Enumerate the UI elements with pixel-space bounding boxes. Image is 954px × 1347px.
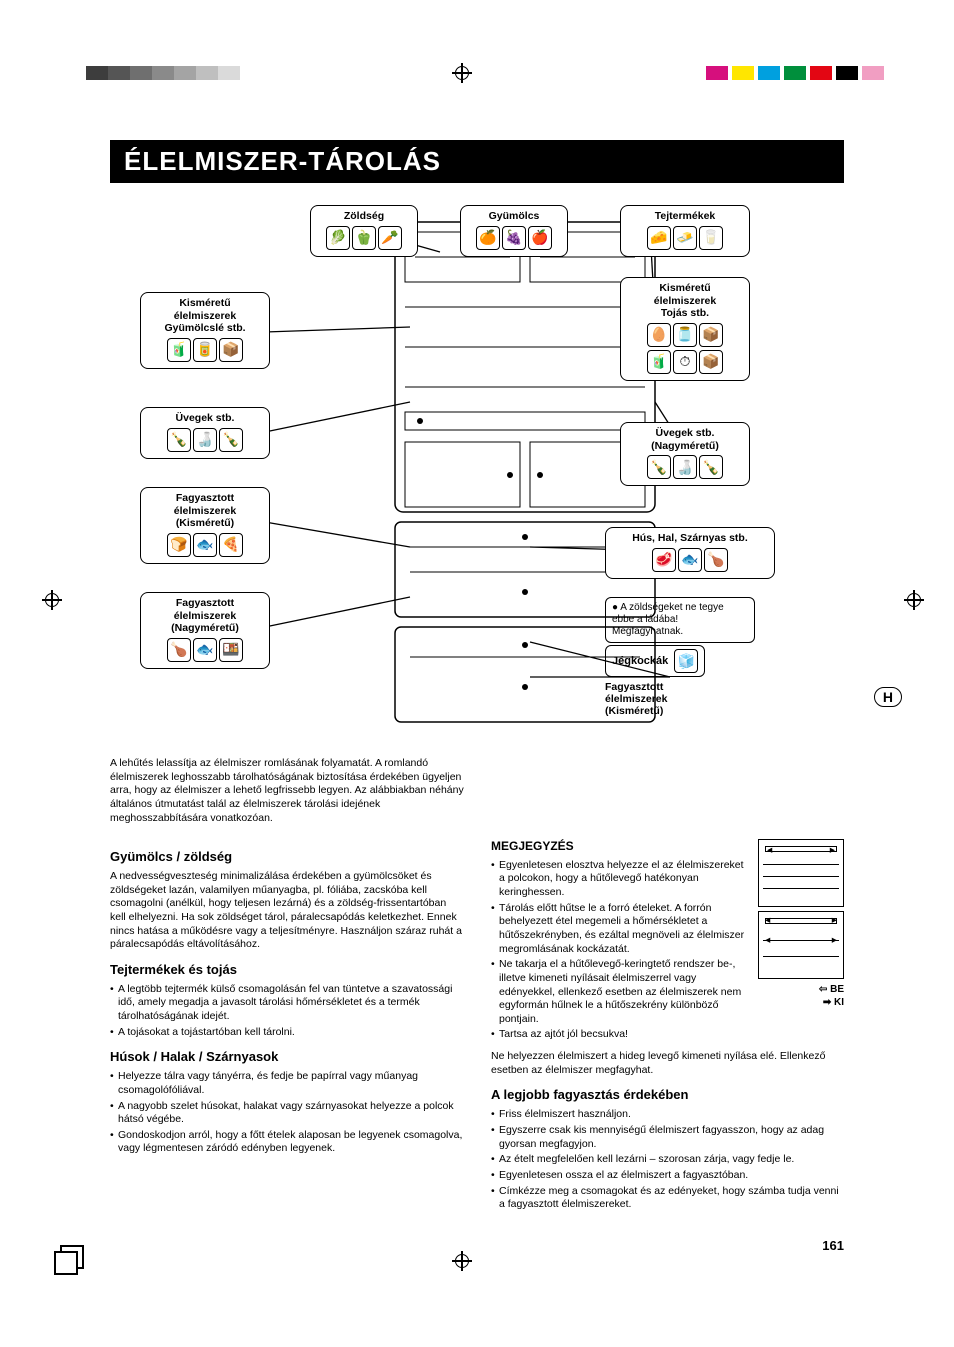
list-item: Helyezze tálra vagy tányérra, és fedje b…: [110, 1070, 463, 1097]
callout-gyumolcs: Gyümölcs 🍊🍇🍎: [460, 205, 568, 257]
grape-icon: 🍇: [502, 226, 526, 250]
list-item: Címkézze meg a csomagokat és az edényeke…: [491, 1185, 844, 1212]
callout-ice: Jégkockák 🧊 Fagyasztott élelmiszerek (Ki…: [605, 645, 805, 717]
jar-icon: 🫙: [673, 323, 697, 347]
ice-icon: 🧊: [674, 649, 698, 673]
callout-label: Tejtermékek: [629, 210, 741, 223]
callout-bottles-left: Üvegek stb. 🍾🍶🍾: [140, 407, 270, 459]
callout-small-right: Kisméretű élelmiszerek Tojás stb. 🥚🫙📦 🧃⏱…: [620, 277, 750, 381]
list-item: Ne takarja el a hűtőlevegő-keringtető re…: [491, 958, 844, 1026]
bento-icon: 🍱: [219, 638, 243, 662]
clock-icon: ⏱: [673, 350, 697, 374]
cheese-icon: 🧀: [647, 226, 671, 250]
bottle-icon: 🍶: [673, 455, 697, 479]
carrot-icon: 🥕: [378, 226, 402, 250]
apple-icon: 🍎: [528, 226, 552, 250]
bottle-icon: 🍾: [219, 428, 243, 452]
can-icon: 🥫: [193, 338, 217, 362]
subheading: Gyümölcs / zöldség: [110, 849, 463, 866]
callout-meat: Hús, Hal, Szárnyas stb. 🥩🐟🍗: [605, 527, 775, 579]
subheading: A legjobb fagyasztás érdekében: [491, 1087, 844, 1104]
callout-bottles-right: Üvegek stb. (Nagyméretű) 🍾🍶🍾: [620, 422, 750, 486]
bottle-icon: 🍾: [167, 428, 191, 452]
veg-icon: 🥬: [326, 226, 350, 250]
list-item: Friss élelmiszert használjon.: [491, 1108, 844, 1122]
fish-icon: 🐟: [193, 638, 217, 662]
callout-frozen-small: Fagyasztott élelmiszerek (Kisméretű) 🍞🐟🍕: [140, 487, 270, 564]
juice-icon: 🧃: [647, 350, 671, 374]
callout-frozen-large: Fagyasztott élelmiszerek (Nagyméretű) 🍗🐟…: [140, 592, 270, 669]
fish-icon: 🐟: [678, 548, 702, 572]
list-item: Tartsa az ajtót jól becsukva!: [491, 1028, 844, 1042]
poultry-icon: 🍗: [167, 638, 191, 662]
pepper-icon: 🫑: [352, 226, 376, 250]
callout-label: Gyümölcs: [469, 210, 559, 223]
callout-label: Hús, Hal, Szárnyas stb.: [614, 532, 766, 545]
language-tab: H: [874, 687, 902, 707]
body-text: A nedvességveszteség minimalizálása érde…: [110, 870, 463, 952]
list-item: Gondoskodjon arról, hogy a főtt ételek a…: [110, 1129, 463, 1156]
subheading: Húsok / Halak / Szárnyasok: [110, 1049, 463, 1066]
milk-icon: 🥛: [699, 226, 723, 250]
egg-icon: 🥚: [647, 323, 671, 347]
callout-label: Kisméretű élelmiszerek Tojás stb.: [629, 282, 741, 320]
callout-label: Jégkockák: [612, 655, 668, 667]
bottle-icon: 🍶: [193, 428, 217, 452]
airflow-warning: Ne helyezzen élelmiszert a hideg levegő …: [491, 1050, 844, 1077]
list-item: Tárolás előtt hűtse le a forró ételeket.…: [491, 902, 844, 957]
bread-icon: 🍞: [167, 533, 191, 557]
intro-text: A lehűtés lelassítja az élelmiszer romlá…: [110, 757, 470, 825]
list-item: Egyenletesen elosztva helyezze el az éle…: [491, 859, 844, 900]
list-item: A nagyobb szelet húsokat, halakat vagy s…: [110, 1100, 463, 1127]
box-icon: 📦: [699, 350, 723, 374]
callout-label: Fagyasztott élelmiszerek (Kisméretű): [149, 492, 261, 530]
left-column: Gyümölcs / zöldség A nedvességveszteség …: [110, 839, 463, 1214]
callout-zoldseg: Zöldség 🥬🫑🥕: [310, 205, 418, 257]
bottle-icon: 🍾: [647, 455, 671, 479]
list-item: Egyszerre csak kis mennyiségű élelmiszer…: [491, 1124, 844, 1151]
callout-label: Fagyasztott élelmiszerek (Nagyméretű): [149, 597, 261, 635]
callout-label: Zöldség: [319, 210, 409, 223]
orange-icon: 🍊: [476, 226, 500, 250]
page-number: 161: [110, 1238, 844, 1253]
veg-warning: ● A zöldségeket ne tegye ebbe a ládába! …: [605, 597, 755, 643]
box-icon: 📦: [219, 338, 243, 362]
fish-icon: 🐟: [193, 533, 217, 557]
section-title: ÉLELMISZER-TÁROLÁS: [110, 140, 844, 183]
box-icon: 📦: [699, 323, 723, 347]
list-item: A tojásokat a tojástartóban kell tárolni…: [110, 1026, 463, 1040]
storage-diagram: Zöldség 🥬🫑🥕 Gyümölcs 🍊🍇🍎 Tejtermékek 🧀🧈🥛…: [110, 197, 844, 737]
juice-icon: 🧃: [167, 338, 191, 362]
list-item: A legtöbb tejtermék külső csomagolásán f…: [110, 983, 463, 1024]
callout-label: Üvegek stb.: [149, 412, 261, 425]
subheading: Tejtermékek és tojás: [110, 962, 463, 979]
bottle-icon: 🍾: [699, 455, 723, 479]
pizza-icon: 🍕: [219, 533, 243, 557]
callout-label: Kisméretű élelmiszerek Gyümölcslé stb.: [149, 297, 261, 335]
list-item: Egyenletesen ossza el az élelmiszert a f…: [491, 1169, 844, 1183]
callout-small-left: Kisméretű élelmiszerek Gyümölcslé stb. 🧃…: [140, 292, 270, 369]
list-item: Az ételt megfelelően kell lezárni – szor…: [491, 1153, 844, 1167]
callout-sublabel: Fagyasztott élelmiszerek (Kisméretű): [605, 681, 805, 717]
right-column: ◂ ▸ ◂ ▸ ◂ ▸ BE KI MEGJEGYZÉS Egyenletese…: [491, 839, 844, 1214]
callout-tejtermekek: Tejtermékek 🧀🧈🥛: [620, 205, 750, 257]
callout-label: Üvegek stb. (Nagyméretű): [629, 427, 741, 452]
meat-icon: 🥩: [652, 548, 676, 572]
butter-icon: 🧈: [673, 226, 697, 250]
poultry-icon: 🍗: [704, 548, 728, 572]
